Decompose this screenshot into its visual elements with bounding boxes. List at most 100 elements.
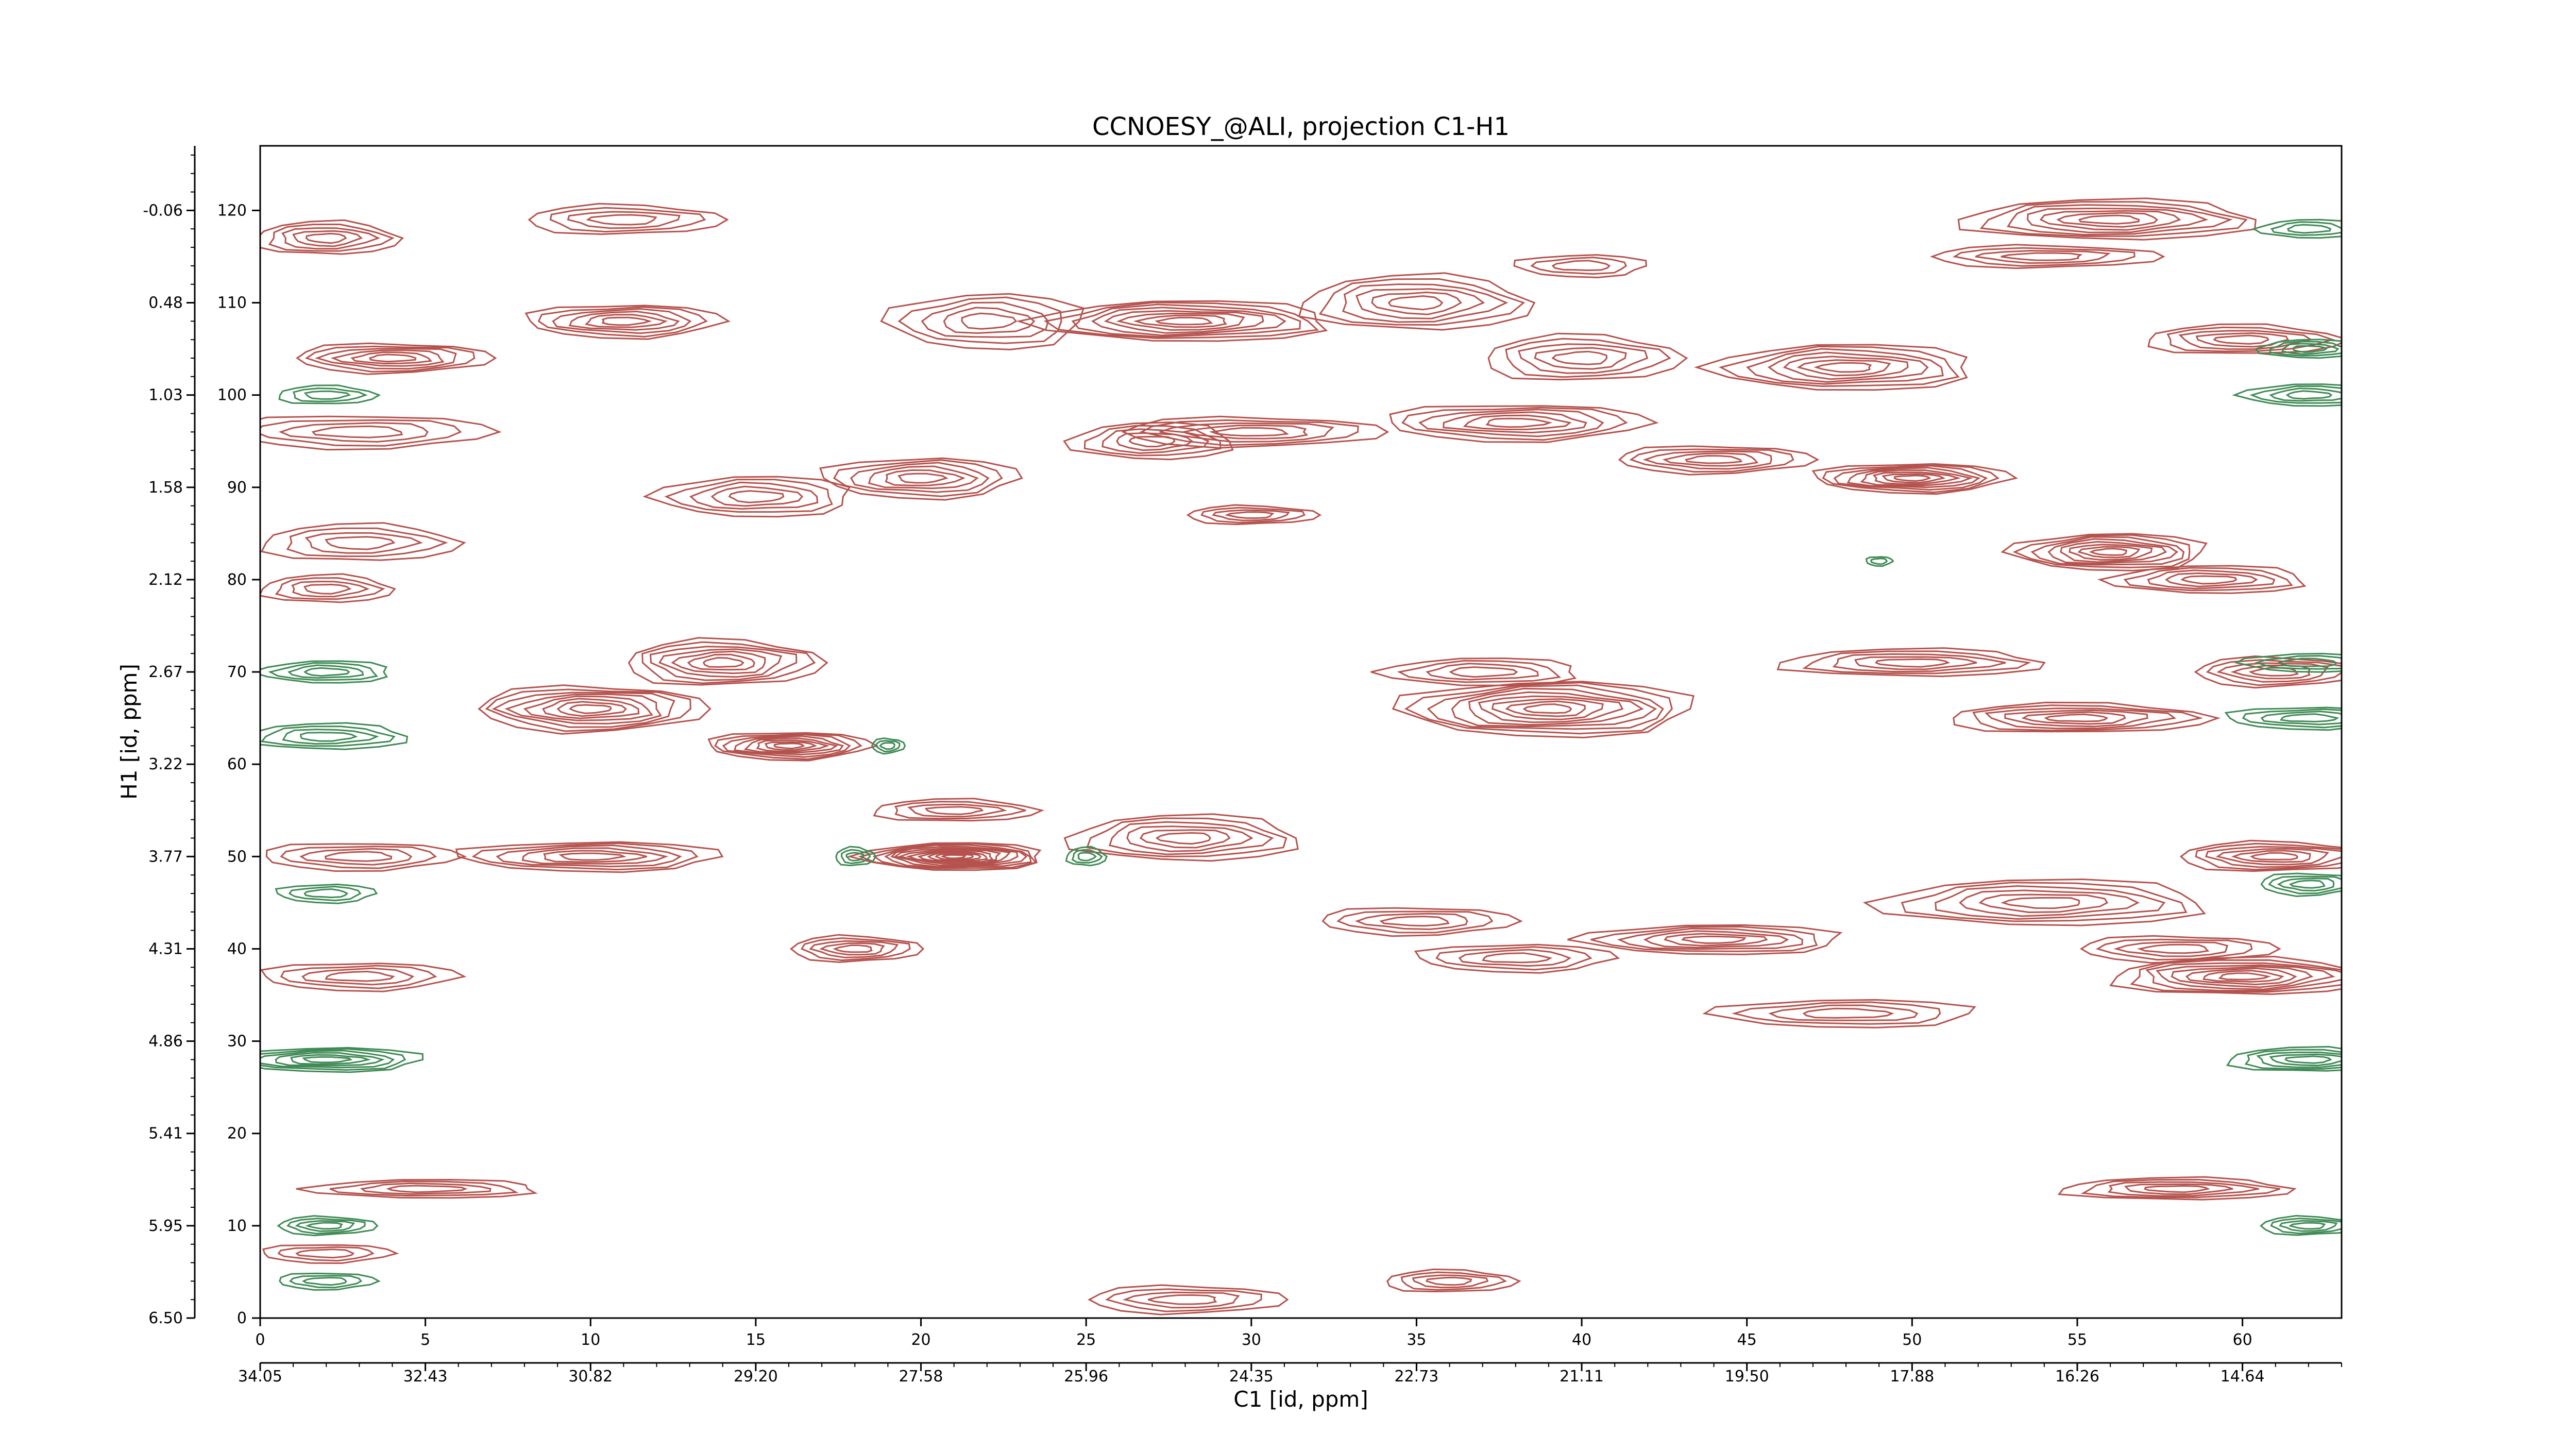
contour-line <box>2288 1222 2326 1230</box>
contour-line <box>2226 1045 2342 1072</box>
contour-line <box>2244 1049 2342 1070</box>
contour-line <box>265 843 467 872</box>
contour-line <box>295 1220 355 1232</box>
y-ppm-tick-label: -0.06 <box>143 201 183 220</box>
contour-line <box>845 852 865 862</box>
contour-line <box>1505 700 1586 717</box>
y-ppm-tick-label: 6.50 <box>148 1309 183 1327</box>
contour-line <box>260 963 467 992</box>
contour-line <box>833 459 1003 497</box>
contour-line <box>1449 666 1518 678</box>
chart-title: CCNOESY_@ALI, projection C1-H1 <box>1092 112 1510 141</box>
contour-line <box>1200 507 1306 524</box>
contour-line <box>1802 650 2031 674</box>
contour-line <box>917 850 988 863</box>
contour-line <box>2232 383 2342 407</box>
contour-line <box>315 348 457 370</box>
contour-line <box>871 737 906 755</box>
contour-line <box>528 203 729 235</box>
contour-line <box>504 693 662 724</box>
contour-line <box>1802 1007 1894 1019</box>
contour-line <box>1551 260 1611 272</box>
contour-peak <box>2001 533 2208 571</box>
x-ppm-tick-label: 16.26 <box>2055 1368 2099 1386</box>
contour-line <box>278 384 381 404</box>
contour-line <box>1978 893 2109 914</box>
contour-line <box>885 469 966 486</box>
y-axis-label: H1 [id, ppm] <box>116 664 142 800</box>
contour-line <box>1355 288 1485 319</box>
contour-line <box>850 462 990 493</box>
contour-line <box>773 743 805 750</box>
contour-line <box>2213 334 2269 345</box>
contour-line <box>884 844 1028 869</box>
contour-line <box>1212 509 1290 521</box>
contour-line <box>658 648 783 678</box>
contour-line <box>1617 927 1803 950</box>
contour-line <box>1783 356 1909 380</box>
contour-line <box>2165 572 2258 587</box>
contour-line <box>296 1178 538 1199</box>
contour-line <box>485 688 691 732</box>
contour-line <box>1491 698 1604 720</box>
x-tick-label: 45 <box>1737 1331 1757 1349</box>
y-tick-label: 80 <box>227 571 247 589</box>
y-ppm-tick-label: 4.86 <box>148 1033 183 1051</box>
contour-line <box>1822 464 2000 494</box>
contour-line <box>1389 405 1659 443</box>
contour-line <box>2012 534 2191 568</box>
contour-line <box>287 664 364 679</box>
contour-peak <box>478 684 711 735</box>
contour-line <box>1071 849 1103 864</box>
contour-line <box>2079 935 2281 964</box>
contour-line <box>2078 214 2140 225</box>
contour-line <box>350 351 433 365</box>
contour-line <box>943 307 1036 334</box>
contour-line <box>2254 655 2342 670</box>
x-tick-label: 55 <box>2067 1331 2087 1349</box>
contour-line <box>1662 452 1759 467</box>
contour-line <box>305 1222 343 1230</box>
contour-peak <box>2097 565 2307 594</box>
y-tick-label: 60 <box>227 755 247 773</box>
contour-peak <box>1953 701 2221 733</box>
contour-line <box>2097 565 2307 594</box>
contour-line <box>1854 656 1977 670</box>
contour-line <box>1088 1284 1289 1315</box>
contour-line <box>1865 556 1894 567</box>
y-ppm-tick-label: 3.77 <box>148 848 183 866</box>
contour-line <box>2089 548 2128 556</box>
contour-peak <box>1389 405 1659 443</box>
x-ppm-tick-label: 25.96 <box>1064 1368 1108 1386</box>
contour-line <box>2080 1178 2281 1199</box>
contour-line <box>1487 332 1688 381</box>
contour-line <box>880 293 1084 350</box>
contour-line <box>1893 475 1931 482</box>
contour-peak <box>2109 955 2342 996</box>
contour-line <box>277 1246 375 1262</box>
contour-line <box>2256 1051 2342 1068</box>
contour-line <box>303 583 352 595</box>
contour-line <box>1957 197 2257 241</box>
contour-line <box>733 735 844 756</box>
contour-peak <box>1414 943 1620 974</box>
contour-peak <box>2179 839 2342 872</box>
contour-line <box>872 843 1032 869</box>
contour-line <box>301 1276 347 1286</box>
contour-peak <box>524 305 731 340</box>
contour-line <box>1935 885 2166 920</box>
contour-line <box>455 841 724 873</box>
contour-line <box>1071 303 1301 338</box>
contour-line <box>524 305 731 340</box>
contour-line <box>1882 473 1946 484</box>
contour-line <box>897 849 1002 865</box>
contour-line <box>1846 467 1981 488</box>
contour-line <box>1116 312 1245 331</box>
x-ppm-tick-label: 17.88 <box>1890 1368 1934 1386</box>
contour-line <box>325 970 395 982</box>
contour-line <box>301 967 415 986</box>
contour-line <box>2269 387 2342 402</box>
contour-line <box>2095 938 2253 961</box>
